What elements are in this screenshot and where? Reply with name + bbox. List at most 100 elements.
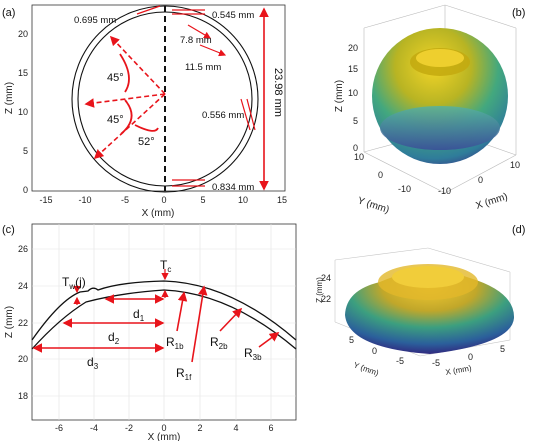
ann-angle1: 45° bbox=[107, 72, 124, 84]
tick: -15 bbox=[39, 195, 52, 205]
tick: 20 bbox=[18, 29, 28, 39]
panel-b-yticks: 10 0 -10 bbox=[354, 152, 411, 194]
ann-r2b: R2b bbox=[210, 335, 228, 351]
panel-b-zticks: 0 5 10 15 20 bbox=[348, 43, 358, 153]
tick: 2 bbox=[197, 423, 202, 433]
tick: 15 bbox=[277, 195, 287, 205]
tick: 0 bbox=[468, 352, 473, 362]
tick: 26 bbox=[18, 244, 28, 254]
tick: 0 bbox=[478, 175, 483, 185]
ann-t-mid: 0.556 mm bbox=[202, 110, 244, 121]
angle-arc bbox=[134, 124, 159, 132]
tick: -5 bbox=[121, 195, 129, 205]
panel-b-ylabel: Y (mm) bbox=[356, 195, 390, 216]
panel-a-xlabel: X (mm) bbox=[142, 208, 175, 219]
panel-a-label: (a) bbox=[2, 7, 15, 19]
dome-center bbox=[392, 266, 464, 288]
tick: -6 bbox=[55, 423, 63, 433]
panel-c-xticks: -6 -4 -2 0 2 4 6 bbox=[55, 423, 274, 433]
tick: 24 bbox=[321, 273, 331, 283]
panel-a-thickness-marks bbox=[136, 5, 269, 191]
panel-a-annotations: 0.695 mm 0.545 mm 7.8 mm 11.5 mm 0.556 m… bbox=[74, 10, 284, 193]
tick: 10 bbox=[510, 160, 520, 170]
panel-d-xticks: -5 0 5 bbox=[432, 344, 505, 368]
panel-b: (b) 0 5 10 15 20 10 0 -10 bbox=[334, 4, 525, 216]
tick: -10 bbox=[78, 195, 91, 205]
ann-r1f: R1f bbox=[176, 366, 192, 382]
tick: 10 bbox=[348, 88, 358, 98]
ann-d3: d3 bbox=[87, 355, 99, 371]
ann-r1b: R1b bbox=[166, 335, 184, 351]
panel-d-label: (d) bbox=[512, 224, 525, 236]
panel-a-axes bbox=[31, 4, 286, 192]
panel-b-xlabel: X (mm) bbox=[475, 191, 510, 212]
panel-c-arrows bbox=[32, 269, 280, 363]
panel-d: (d) 22 24 5 0 -5 -5 0 5 Z (mm) Y (mm) X … bbox=[315, 224, 525, 378]
ann-t-bottom: 0.834 mm bbox=[212, 182, 254, 193]
panel-d-zticks: 22 24 bbox=[321, 273, 331, 304]
angle-arc bbox=[119, 53, 130, 93]
tick: 5 bbox=[353, 116, 358, 126]
tick: 6 bbox=[268, 423, 273, 433]
sphere-lower-band bbox=[380, 106, 500, 150]
panel-c: (c) -6 -4 -2 0 2 4 6 18 20 bbox=[2, 223, 297, 441]
tick: 15 bbox=[348, 64, 358, 74]
panel-a-radii bbox=[84, 35, 166, 160]
ann-tw: Tw(j) bbox=[62, 275, 86, 291]
tick: -10 bbox=[438, 186, 451, 196]
panel-d-ylabel: Y (mm) bbox=[352, 360, 380, 377]
panel-a-xticks: -15 -10 -5 0 5 10 15 bbox=[39, 195, 287, 205]
panel-c-annotations: Tw(j) Tc d1 d2 d3 R1b R1f R2b R3b bbox=[62, 258, 262, 382]
panel-a: (a) -15 -10 -5 0 5 10 15 0 5 10 15 20 X … bbox=[2, 4, 287, 219]
ann-t-top-right: 0.545 mm bbox=[212, 10, 254, 21]
tick: -5 bbox=[396, 356, 404, 366]
tick: -5 bbox=[432, 358, 440, 368]
tick: 15 bbox=[18, 68, 28, 78]
panel-b-zlabel: Z (mm) bbox=[334, 80, 345, 112]
tick: 0 bbox=[372, 346, 377, 356]
ann-r2: 11.5 mm bbox=[185, 62, 221, 73]
ann-d1: d1 bbox=[133, 307, 145, 323]
tick: -2 bbox=[125, 423, 133, 433]
panel-a-ylabel: Z (mm) bbox=[4, 82, 15, 114]
tick: 0 bbox=[161, 423, 166, 433]
tick: -10 bbox=[398, 184, 411, 194]
tick: 4 bbox=[233, 423, 238, 433]
panel-b-label: (b) bbox=[512, 7, 525, 19]
tick: 10 bbox=[354, 152, 364, 162]
tick: 18 bbox=[18, 391, 28, 401]
tick: 0 bbox=[23, 185, 28, 195]
panel-c-label: (c) bbox=[2, 224, 15, 236]
tick: 20 bbox=[348, 43, 358, 53]
tick: 0 bbox=[378, 170, 383, 180]
panel-b-xticks: -10 0 10 bbox=[438, 160, 520, 196]
panel-c-yticks: 18 20 22 24 26 bbox=[18, 244, 28, 401]
ann-r1: 7.8 mm bbox=[180, 35, 212, 46]
panel-c-xlabel: X (mm) bbox=[148, 432, 181, 441]
tick: 22 bbox=[321, 294, 331, 304]
panel-c-grid bbox=[32, 224, 296, 420]
panel-d-yticks: 5 0 -5 bbox=[349, 335, 404, 366]
tick: 5 bbox=[200, 195, 205, 205]
ann-height: 23.98 mm bbox=[272, 68, 284, 117]
tick: 24 bbox=[18, 281, 28, 291]
sphere-top-inner bbox=[416, 49, 464, 67]
ann-d2: d2 bbox=[108, 330, 120, 346]
panel-d-xlabel: X (mm) bbox=[445, 363, 473, 376]
tick: 0 bbox=[353, 143, 358, 153]
tick: 5 bbox=[23, 146, 28, 156]
tick: 10 bbox=[18, 107, 28, 117]
tick: 5 bbox=[349, 335, 354, 345]
ann-angle3: 52° bbox=[138, 136, 155, 148]
tick: 22 bbox=[18, 318, 28, 328]
tick: 20 bbox=[18, 354, 28, 364]
tick: 10 bbox=[238, 195, 248, 205]
tick: 0 bbox=[161, 195, 166, 205]
tick: -4 bbox=[90, 423, 98, 433]
angle-arc bbox=[120, 99, 133, 135]
ann-r3b: R3b bbox=[244, 346, 262, 362]
ann-angle2: 45° bbox=[107, 114, 124, 126]
panel-c-ylabel: Z (mm) bbox=[4, 306, 15, 338]
panel-a-yticks: 0 5 10 15 20 bbox=[18, 29, 28, 195]
